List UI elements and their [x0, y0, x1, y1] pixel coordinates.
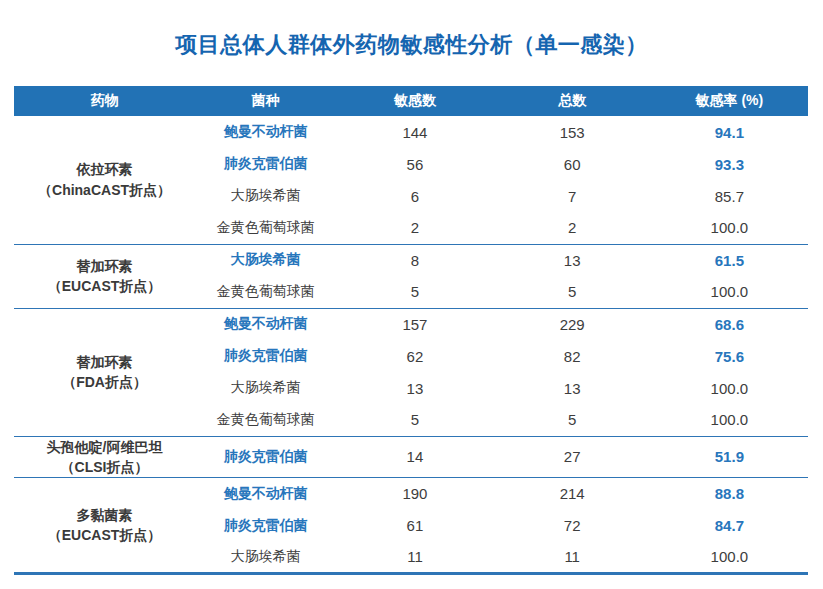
species-cell: 大肠埃希菌 — [195, 244, 336, 276]
column-header-rate: 敏感率 (%) — [651, 86, 808, 116]
drug-breakpoint: （FDA折点） — [14, 372, 195, 392]
rate-cell: 100.0 — [651, 404, 808, 436]
table-row: 替加环素（EUCAST折点）大肠埃希菌81361.5 — [14, 244, 808, 276]
table-header: 药物 菌种 敏感数 总数 敏感率 (%) — [14, 86, 808, 116]
sensitive-count-cell: 190 — [336, 478, 493, 510]
total-count-cell: 11 — [494, 542, 651, 574]
drug-breakpoint: （CLSI折点） — [14, 457, 195, 477]
drug-cell: 依拉环素（ChinaCAST折点） — [14, 116, 195, 244]
rate-cell: 85.7 — [651, 180, 808, 212]
rate-cell: 68.6 — [651, 308, 808, 340]
species-cell: 金黄色葡萄球菌 — [195, 212, 336, 244]
rate-cell: 100.0 — [651, 542, 808, 574]
drug-cell: 替加环素（FDA折点） — [14, 308, 195, 436]
rate-cell: 94.1 — [651, 116, 808, 148]
total-count-cell: 13 — [494, 372, 651, 404]
sensitive-count-cell: 2 — [336, 212, 493, 244]
drug-name: 替加环素 — [14, 256, 195, 276]
drug-name: 替加环素 — [14, 352, 195, 372]
sensitive-count-cell: 5 — [336, 404, 493, 436]
species-cell: 金黄色葡萄球菌 — [195, 276, 336, 308]
species-cell: 肺炎克雷伯菌 — [195, 436, 336, 478]
page-title: 项目总体人群体外药物敏感性分析（单一感染） — [0, 30, 823, 60]
total-count-cell: 82 — [494, 340, 651, 372]
total-count-cell: 5 — [494, 276, 651, 308]
total-count-cell: 60 — [494, 148, 651, 180]
table-row: 依拉环素（ChinaCAST折点）鲍曼不动杆菌14415394.1 — [14, 116, 808, 148]
table-header-row: 药物 菌种 敏感数 总数 敏感率 (%) — [14, 86, 808, 116]
drug-breakpoint: （EUCAST折点） — [14, 525, 195, 545]
total-count-cell: 72 — [494, 510, 651, 542]
sensitive-count-cell: 157 — [336, 308, 493, 340]
table-row: 头孢他啶/阿维巴坦（CLSI折点）肺炎克雷伯菌142751.9 — [14, 436, 808, 478]
rate-cell: 61.5 — [651, 244, 808, 276]
sensitive-count-cell: 14 — [336, 436, 493, 478]
sensitive-count-cell: 6 — [336, 180, 493, 212]
species-cell: 鲍曼不动杆菌 — [195, 478, 336, 510]
sensitive-count-cell: 61 — [336, 510, 493, 542]
column-header-drug: 药物 — [14, 86, 195, 116]
column-header-species: 菌种 — [195, 86, 336, 116]
table-row: 替加环素（FDA折点）鲍曼不动杆菌15722968.6 — [14, 308, 808, 340]
total-count-cell: 153 — [494, 116, 651, 148]
drug-breakpoint: （ChinaCAST折点） — [14, 180, 195, 200]
sensitivity-table: 药物 菌种 敏感数 总数 敏感率 (%) 依拉环素（ChinaCAST折点）鲍曼… — [14, 86, 808, 575]
drug-cell: 头孢他啶/阿维巴坦（CLSI折点） — [14, 436, 195, 478]
rate-cell: 93.3 — [651, 148, 808, 180]
drug-name: 多黏菌素 — [14, 505, 195, 525]
rate-cell: 51.9 — [651, 436, 808, 478]
species-cell: 大肠埃希菌 — [195, 542, 336, 574]
species-cell: 肺炎克雷伯菌 — [195, 510, 336, 542]
species-cell: 大肠埃希菌 — [195, 180, 336, 212]
table-row: 多黏菌素（EUCAST折点）鲍曼不动杆菌19021488.8 — [14, 478, 808, 510]
rate-cell: 84.7 — [651, 510, 808, 542]
drug-cell: 替加环素（EUCAST折点） — [14, 244, 195, 308]
species-cell: 鲍曼不动杆菌 — [195, 116, 336, 148]
drug-name: 依拉环素 — [14, 159, 195, 179]
species-cell: 鲍曼不动杆菌 — [195, 308, 336, 340]
total-count-cell: 214 — [494, 478, 651, 510]
sensitive-count-cell: 56 — [336, 148, 493, 180]
drug-cell: 多黏菌素（EUCAST折点） — [14, 478, 195, 574]
sensitive-count-cell: 5 — [336, 276, 493, 308]
rate-cell: 88.8 — [651, 478, 808, 510]
rate-cell: 100.0 — [651, 372, 808, 404]
table-body: 依拉环素（ChinaCAST折点）鲍曼不动杆菌14415394.1肺炎克雷伯菌5… — [14, 116, 808, 574]
species-cell: 金黄色葡萄球菌 — [195, 404, 336, 436]
sensitive-count-cell: 13 — [336, 372, 493, 404]
species-cell: 肺炎克雷伯菌 — [195, 340, 336, 372]
species-cell: 大肠埃希菌 — [195, 372, 336, 404]
column-header-total: 总数 — [494, 86, 651, 116]
total-count-cell: 5 — [494, 404, 651, 436]
rate-cell: 75.6 — [651, 340, 808, 372]
total-count-cell: 27 — [494, 436, 651, 478]
slide-page: 项目总体人群体外药物敏感性分析（单一感染） 药物 菌种 敏感数 总数 敏感率 (… — [0, 0, 823, 589]
total-count-cell: 229 — [494, 308, 651, 340]
total-count-cell: 13 — [494, 244, 651, 276]
species-cell: 肺炎克雷伯菌 — [195, 148, 336, 180]
drug-breakpoint: （EUCAST折点） — [14, 276, 195, 296]
sensitive-count-cell: 144 — [336, 116, 493, 148]
rate-cell: 100.0 — [651, 212, 808, 244]
rate-cell: 100.0 — [651, 276, 808, 308]
sensitive-count-cell: 8 — [336, 244, 493, 276]
total-count-cell: 7 — [494, 180, 651, 212]
total-count-cell: 2 — [494, 212, 651, 244]
drug-name: 头孢他啶/阿维巴坦 — [14, 437, 195, 457]
sensitive-count-cell: 62 — [336, 340, 493, 372]
sensitive-count-cell: 11 — [336, 542, 493, 574]
column-header-sensitive-count: 敏感数 — [336, 86, 493, 116]
